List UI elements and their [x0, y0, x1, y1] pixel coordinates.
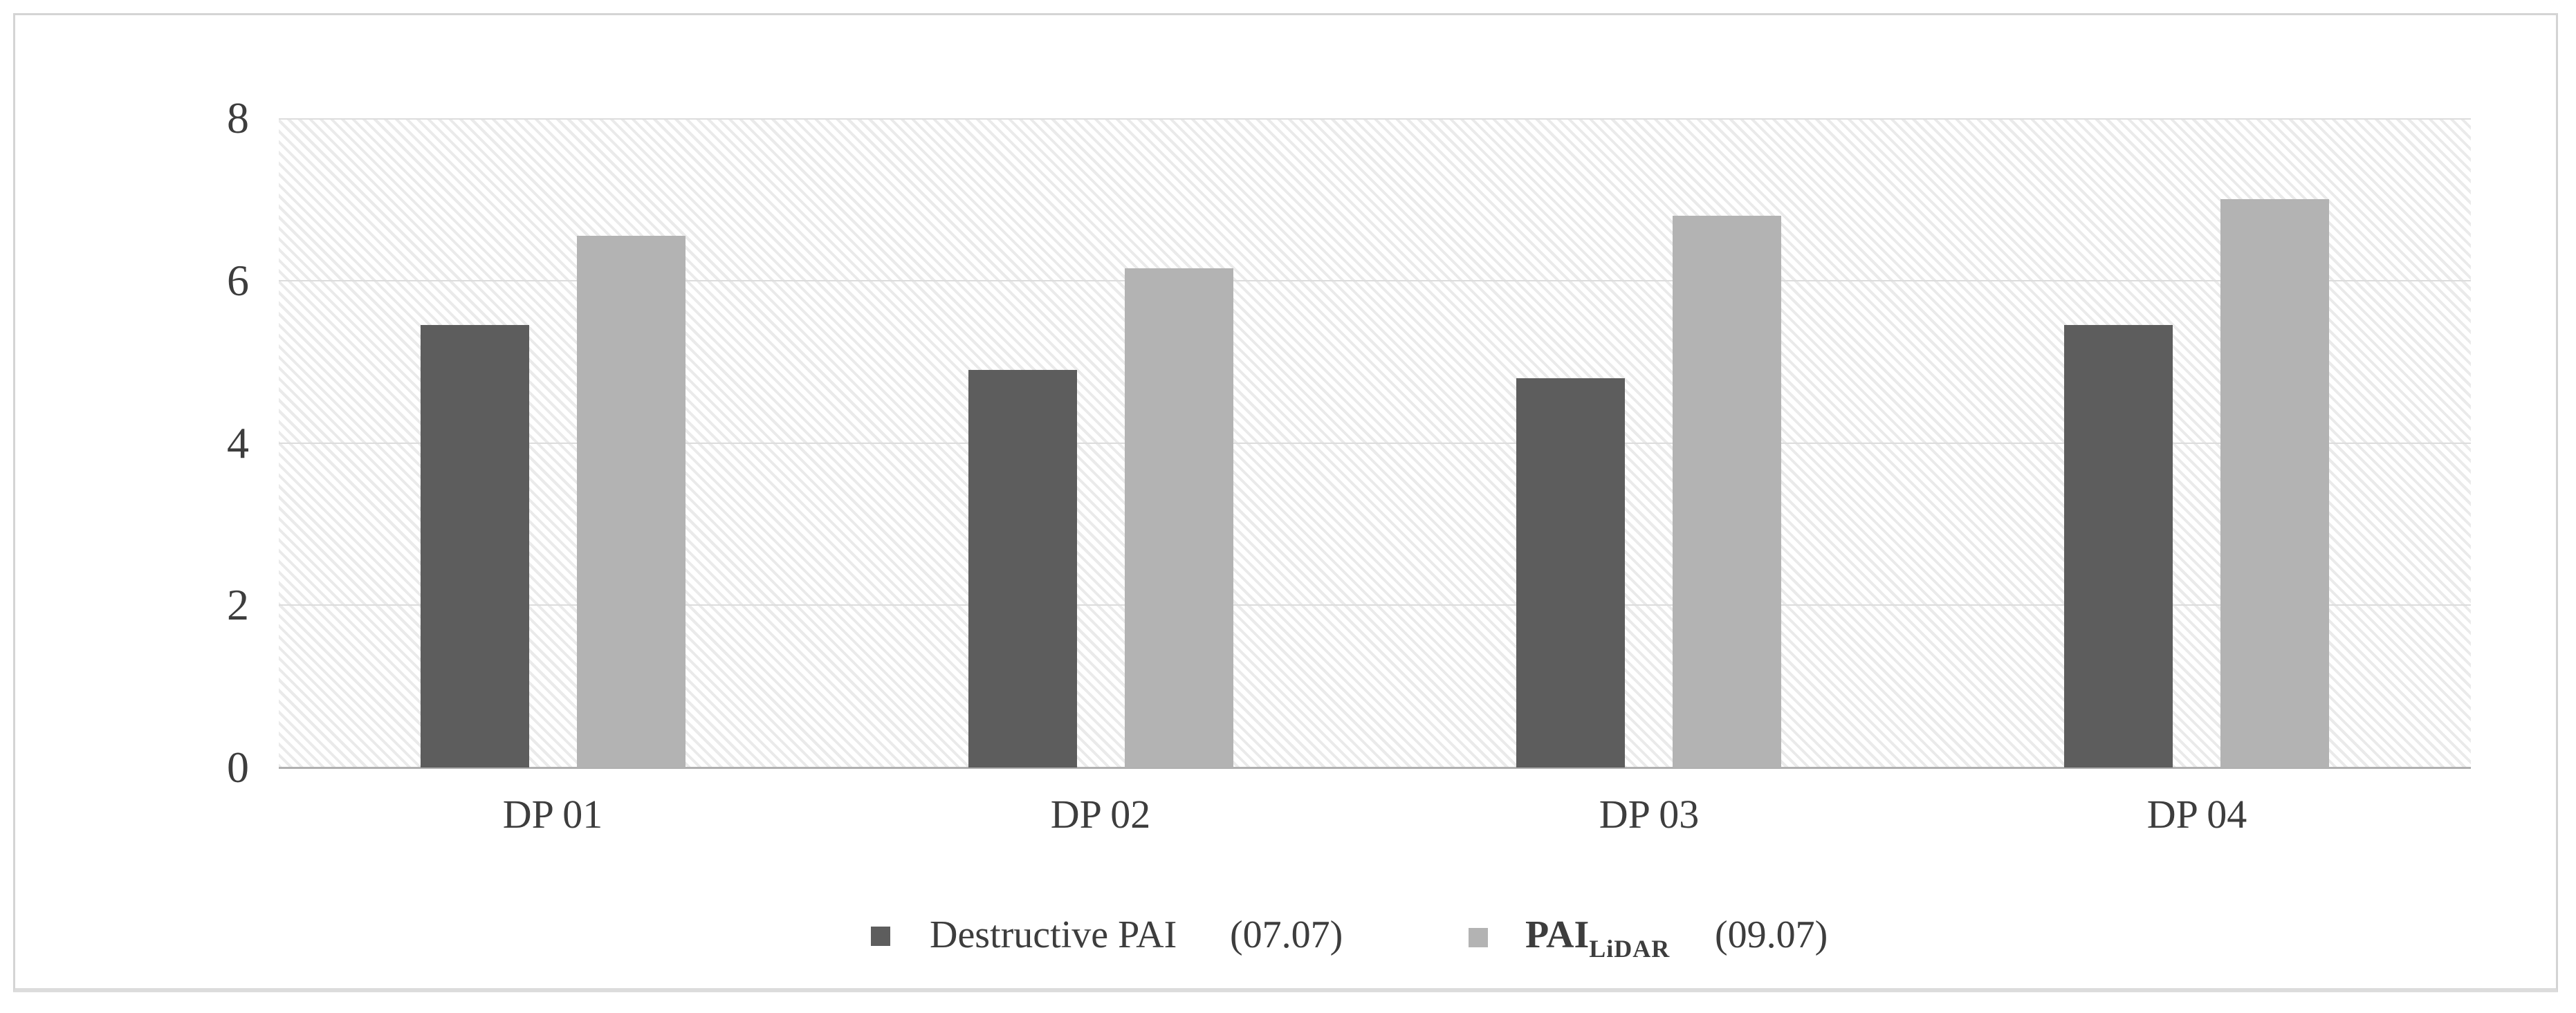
bar-dp04-series-1: [2220, 199, 2329, 768]
legend-label-pai-lidar: PAILiDAR: [1525, 913, 1671, 963]
y-tick-label-4: 4: [227, 418, 249, 467]
bar-dp01-series-1: [577, 236, 686, 768]
gridline-y-6: [279, 280, 2471, 281]
legend-date-destructive-pai: (07.07): [1230, 913, 1343, 956]
x-axis-line: [279, 767, 2471, 769]
legend-label-pai-text: PAI: [1525, 913, 1590, 956]
x-category-label-dp01: DP 01: [502, 792, 603, 837]
y-tick-label-0: 0: [227, 743, 249, 792]
bar-dp03-series-1: [1673, 216, 1781, 768]
bar-dp02-series-1: [1125, 268, 1233, 768]
x-category-label-dp02: DP 02: [1050, 792, 1151, 837]
plot-area: [279, 118, 2471, 769]
bar-dp03-series-0: [1516, 378, 1625, 768]
legend-date-pai-lidar: (09.07): [1715, 913, 1828, 956]
legend-label-destructive-pai: Destructive PAI: [930, 913, 1177, 956]
bar-dp02-series-0: [968, 370, 1077, 768]
legend-label-pai-lidar-subscript: LiDAR: [1589, 935, 1671, 963]
legend-swatch-destructive-pai: [871, 927, 890, 946]
x-category-label-dp03: DP 03: [1599, 792, 1700, 837]
gridline-y-2: [279, 604, 2471, 606]
y-tick-label-2: 2: [227, 580, 249, 629]
y-tick-label-8: 8: [227, 93, 249, 142]
x-category-label-dp04: DP 04: [2146, 792, 2247, 837]
legend-swatch-pai-lidar: [1469, 928, 1488, 947]
bar-dp01-series-0: [421, 325, 529, 768]
bar-dp04-series-0: [2064, 325, 2173, 768]
gridline-y-4: [279, 443, 2471, 444]
y-tick-label-6: 6: [227, 256, 249, 305]
gridline-y-8: [279, 118, 2471, 120]
